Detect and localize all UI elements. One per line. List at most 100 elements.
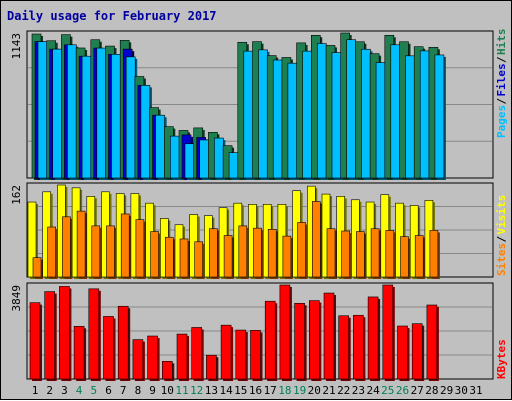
- top-bar-pages-16: [258, 49, 268, 179]
- middle-bar-sites-22: [341, 230, 351, 278]
- middle-bar-sites-11: [179, 238, 189, 278]
- top-bar-pages-6: [111, 54, 121, 179]
- middle-legend-visits: Visits: [495, 195, 508, 235]
- middle-bar-sites-12: [194, 241, 203, 278]
- top-bar-pages-11: [184, 143, 195, 179]
- top-scale-label: 1143: [10, 33, 23, 60]
- middle-bar-sites-24: [370, 228, 380, 278]
- top-bar-pages-19: [302, 50, 312, 179]
- middle-bar-sites-15: [238, 225, 248, 278]
- middle-bar-sites-28: [429, 230, 439, 278]
- bottom-bar-kbytes-27: [411, 323, 423, 380]
- middle-legend-separator-1: /: [495, 236, 508, 243]
- top-bar-pages-12: [199, 139, 209, 179]
- middle-bar-sites-25: [385, 230, 395, 278]
- middle-bar-sites-21: [326, 228, 336, 278]
- x-tick-label-24: 24: [366, 384, 380, 397]
- top-bar-pages-23: [361, 48, 371, 179]
- bottom-bar-kbytes-4: [73, 325, 85, 380]
- bottom-bar-kbytes-14: [220, 324, 232, 380]
- bottom-bar-kbytes-25: [382, 284, 394, 380]
- bottom-bar-kbytes-18: [279, 284, 291, 380]
- bottom-bar-kbytes-1: [29, 302, 41, 380]
- x-tick-label-16: 16: [249, 384, 262, 397]
- x-tick-label-2: 2: [46, 384, 53, 397]
- top-bar-pages-3: [67, 44, 77, 179]
- bottom-bar-kbytes-7: [117, 305, 129, 380]
- middle-bar-sites-2: [47, 226, 57, 278]
- top-legend-pages: Pages: [495, 105, 508, 138]
- top-bar-pages-1: [37, 41, 48, 179]
- top-bar-pages-17: [272, 59, 283, 179]
- bottom-bar-kbytes-16: [250, 330, 261, 380]
- bottom-bar-kbytes-23: [353, 314, 364, 380]
- middle-bar-sites-19: [297, 222, 306, 278]
- x-tick-label-12: 12: [190, 384, 203, 397]
- bottom-bar-kbytes-8: [132, 339, 144, 380]
- x-tick-label-27: 27: [411, 384, 424, 397]
- x-tick-label-25: 25: [381, 384, 394, 397]
- bottom-bar-kbytes-5: [88, 288, 100, 380]
- bottom-bar-kbytes-24: [367, 296, 379, 380]
- top-legend-separator-1: /: [495, 98, 508, 105]
- top-bar-pages-4: [81, 55, 92, 179]
- bottom-bar-kbytes-19: [294, 302, 305, 380]
- x-tick-label-6: 6: [105, 384, 112, 397]
- top-bar-pages-8: [140, 85, 151, 179]
- x-tick-label-13: 13: [205, 384, 218, 397]
- x-tick-label-29: 29: [440, 384, 453, 397]
- top-bar-pages-27: [419, 50, 430, 179]
- top-legend-separator-2: /: [495, 56, 508, 63]
- bottom-bar-kbytes-20: [308, 300, 320, 380]
- x-tick-label-31: 31: [469, 384, 482, 397]
- middle-bar-sites-16: [253, 227, 262, 278]
- x-tick-label-22: 22: [337, 384, 350, 397]
- x-tick-label-9: 9: [149, 384, 156, 397]
- bottom-bar-kbytes-12: [191, 327, 202, 380]
- top-bar-pages-5: [96, 47, 107, 179]
- top-bar-pages-22: [346, 39, 357, 179]
- middle-bar-sites-7: [120, 213, 130, 278]
- x-tick-label-15: 15: [234, 384, 247, 397]
- middle-bar-visits-1: [27, 201, 37, 278]
- top-legend-files: Files: [495, 63, 508, 96]
- top-legend-hits: Hits: [495, 29, 508, 56]
- middle-bar-sites-20: [311, 201, 321, 278]
- chart-title: Daily usage for February 2017: [7, 9, 217, 23]
- bottom-bar-kbytes-3: [59, 286, 70, 380]
- bottom-bar-kbytes-17: [264, 300, 276, 380]
- middle-bar-sites-5: [91, 225, 101, 278]
- bottom-bar-kbytes-6: [103, 316, 114, 380]
- x-tick-label-8: 8: [135, 384, 142, 397]
- middle-legend-sites: Sites: [495, 243, 508, 276]
- middle-bar-sites-17: [267, 228, 277, 278]
- x-tick-label-26: 26: [396, 384, 409, 397]
- x-tick-label-3: 3: [61, 384, 68, 397]
- x-tick-label-23: 23: [352, 384, 365, 397]
- middle-bar-sites-18: [282, 235, 292, 278]
- middle-bar-sites-9: [150, 231, 159, 278]
- x-tick-label-7: 7: [120, 384, 127, 397]
- x-tick-label-5: 5: [90, 384, 97, 397]
- bottom-scale-label: 3849: [10, 285, 23, 312]
- top-bar-pages-13: [214, 137, 224, 179]
- x-tick-label-20: 20: [308, 384, 321, 397]
- middle-bar-sites-6: [106, 225, 115, 278]
- top-bar-pages-18: [287, 62, 298, 179]
- bottom-bar-kbytes-10: [162, 361, 173, 380]
- top-bar-pages-25: [390, 44, 401, 179]
- x-tick-label-10: 10: [161, 384, 174, 397]
- bottom-bar-kbytes-26: [397, 325, 408, 380]
- x-tick-label-18: 18: [278, 384, 291, 397]
- middle-bar-sites-10: [165, 236, 174, 278]
- top-bar-pages-20: [316, 43, 327, 179]
- middle-bar-sites-8: [135, 219, 145, 278]
- x-tick-label-19: 19: [293, 384, 306, 397]
- middle-bar-sites-4: [76, 210, 86, 278]
- x-tick-label-1: 1: [32, 384, 39, 397]
- middle-bar-sites-3: [62, 216, 71, 278]
- x-tick-label-21: 21: [322, 384, 335, 397]
- bottom-bar-kbytes-2: [44, 291, 56, 380]
